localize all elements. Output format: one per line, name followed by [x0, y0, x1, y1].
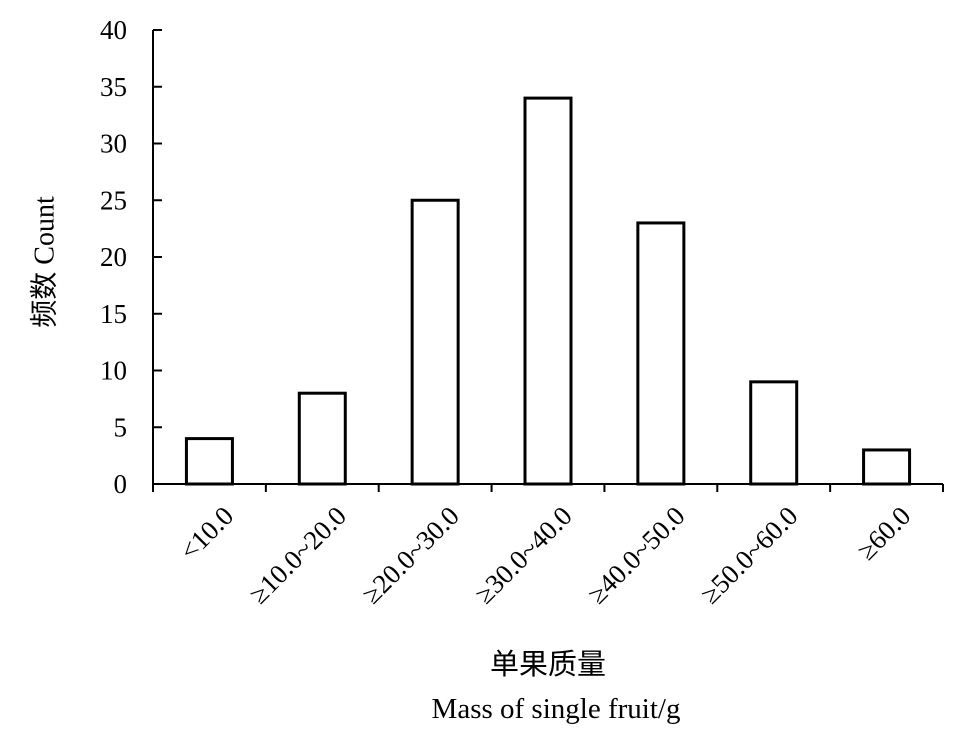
- y-tick-label: 40: [100, 15, 127, 45]
- bar: [523, 96, 573, 486]
- y-axis: 0 5 10 15 20 25 30 35 40: [100, 15, 162, 499]
- x-category-label: ≥40.0~50.0: [582, 501, 691, 610]
- x-category-label: ≥20.0~30.0: [356, 501, 465, 610]
- x-category-label: <10.0: [174, 501, 239, 566]
- y-tick-label: 0: [114, 469, 128, 499]
- bar: [410, 198, 460, 486]
- x-category-labels: <10.0 ≥10.0~20.0 ≥20.0~30.0 ≥30.0~40.0 ≥40.0…: [174, 501, 917, 610]
- x-category-label: ≥60.0: [851, 501, 916, 566]
- bar: [749, 380, 799, 486]
- y-tick-label: 35: [100, 72, 127, 102]
- y-tick-label: 5: [114, 412, 128, 442]
- x-axis-label-en: Mass of single fruit/g: [432, 693, 681, 725]
- x-axis-label-zh: 单果质量: [490, 648, 606, 681]
- x-category-label: ≥50.0~60.0: [695, 501, 804, 610]
- bar: [636, 221, 686, 486]
- bar: [184, 437, 234, 486]
- y-axis-label: 频数 Count: [28, 196, 60, 328]
- x-category-label: ≥30.0~40.0: [469, 501, 578, 610]
- y-tick-label: 30: [100, 129, 127, 159]
- bars: [184, 96, 912, 486]
- bar: [862, 448, 912, 486]
- x-category-label: ≥10.0~20.0: [243, 501, 352, 610]
- y-tick-label: 15: [100, 299, 127, 329]
- bar: [297, 391, 347, 486]
- y-tick-label: 25: [100, 185, 127, 215]
- y-tick-label: 20: [100, 242, 127, 272]
- y-tick-label: 10: [100, 356, 127, 386]
